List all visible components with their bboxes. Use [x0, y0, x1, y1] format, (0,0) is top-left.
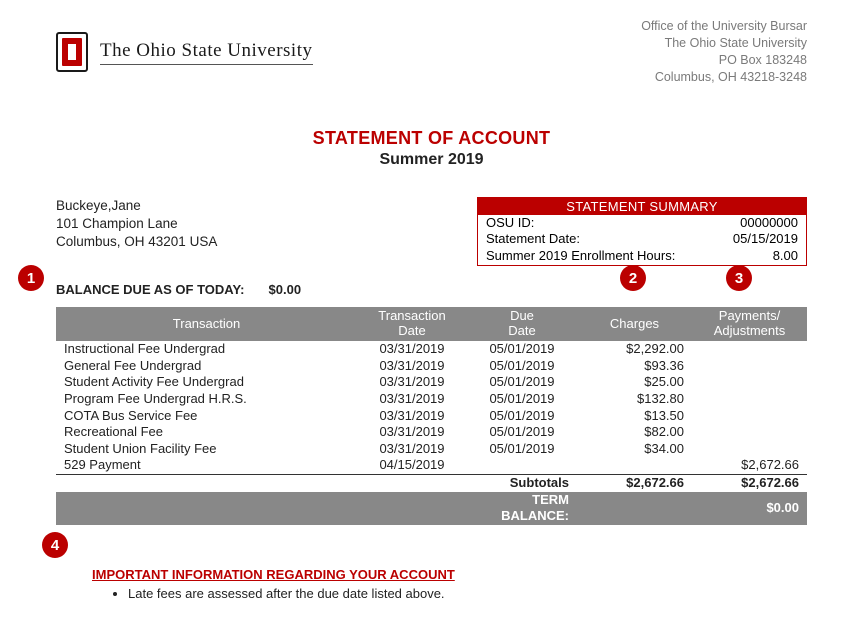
cell-payment	[692, 391, 807, 408]
table-row: Instructional Fee Undergrad03/31/201905/…	[56, 341, 807, 358]
table-row: General Fee Undergrad03/31/201905/01/201…	[56, 358, 807, 375]
cell-charge: $25.00	[577, 374, 692, 391]
cell-tx-date: 03/31/2019	[357, 441, 467, 458]
cell-charge: $13.50	[577, 408, 692, 425]
table-row: Program Fee Undergrad H.R.S.03/31/201905…	[56, 391, 807, 408]
important-item: Late fees are assessed after the due dat…	[128, 586, 807, 601]
col-payments: Payments/Adjustments	[692, 307, 807, 341]
cell-transaction: General Fee Undergrad	[56, 358, 357, 375]
statement-summary-box: STATEMENT SUMMARY OSU ID: 00000000 State…	[477, 197, 807, 267]
col-transaction: Transaction	[56, 307, 357, 341]
cell-tx-date: 03/31/2019	[357, 424, 467, 441]
subtotals-payments: $2,672.66	[692, 475, 807, 492]
cell-transaction: Student Union Facility Fee	[56, 441, 357, 458]
cell-due-date: 05/01/2019	[467, 441, 577, 458]
cell-tx-date: 03/31/2019	[357, 341, 467, 358]
student-name: Buckeye,Jane	[56, 197, 217, 215]
cell-payment: $2,672.66	[692, 457, 807, 474]
important-title: IMPORTANT INFORMATION REGARDING YOUR ACC…	[92, 567, 807, 582]
statement-title: STATEMENT OF ACCOUNT	[56, 128, 807, 149]
cell-transaction: Program Fee Undergrad H.R.S.	[56, 391, 357, 408]
osu-logo-icon	[56, 32, 88, 72]
subtotals-label: Subtotals	[467, 475, 577, 492]
cell-due-date: 05/01/2019	[467, 374, 577, 391]
cell-due-date: 05/01/2019	[467, 424, 577, 441]
cell-charge: $82.00	[577, 424, 692, 441]
university-logo-block: The Ohio State University	[56, 32, 313, 72]
table-row: Recreational Fee03/31/201905/01/2019$82.…	[56, 424, 807, 441]
cell-charge: $93.36	[577, 358, 692, 375]
cell-transaction: Student Activity Fee Undergrad	[56, 374, 357, 391]
cell-due-date	[467, 457, 577, 474]
balance-value: $0.00	[269, 282, 302, 297]
cell-transaction: Recreational Fee	[56, 424, 357, 441]
table-row: COTA Bus Service Fee03/31/201905/01/2019…	[56, 408, 807, 425]
table-row: Student Activity Fee Undergrad03/31/2019…	[56, 374, 807, 391]
summary-value: 05/15/2019	[733, 231, 798, 248]
col-charges: Charges	[577, 307, 692, 341]
cell-tx-date: 03/31/2019	[357, 358, 467, 375]
summary-header: STATEMENT SUMMARY	[478, 198, 806, 215]
cell-due-date: 05/01/2019	[467, 408, 577, 425]
cell-payment	[692, 358, 807, 375]
cell-charge: $2,292.00	[577, 341, 692, 358]
cell-payment	[692, 408, 807, 425]
summary-label: Statement Date:	[486, 231, 580, 248]
student-addr-line: 101 Champion Lane	[56, 215, 217, 233]
cell-transaction: Instructional Fee Undergrad	[56, 341, 357, 358]
cell-payment	[692, 441, 807, 458]
cell-charge: $132.80	[577, 391, 692, 408]
cell-tx-date: 03/31/2019	[357, 408, 467, 425]
subtotals-charges: $2,672.66	[577, 475, 692, 492]
cell-due-date: 05/01/2019	[467, 391, 577, 408]
transactions-table: Transaction TransactionDate DueDate Char…	[56, 307, 807, 525]
bursar-line: Office of the University Bursar	[641, 18, 807, 35]
subtotals-row: Subtotals $2,672.66 $2,672.66	[56, 475, 807, 492]
summary-value: 00000000	[740, 215, 798, 232]
cell-due-date: 05/01/2019	[467, 341, 577, 358]
cell-transaction: 529 Payment	[56, 457, 357, 474]
bursar-line: PO Box 183248	[641, 52, 807, 69]
callout-badge-1: 1	[18, 265, 44, 291]
cell-tx-date: 03/31/2019	[357, 374, 467, 391]
cell-tx-date: 04/15/2019	[357, 457, 467, 474]
bursar-address: Office of the University Bursar The Ohio…	[641, 18, 807, 86]
callout-badge-3: 3	[726, 265, 752, 291]
student-address: Buckeye,Jane 101 Champion Lane Columbus,…	[56, 197, 217, 267]
cell-payment	[692, 424, 807, 441]
summary-label: Summer 2019 Enrollment Hours:	[486, 248, 675, 265]
summary-value: 8.00	[773, 248, 798, 265]
cell-transaction: COTA Bus Service Fee	[56, 408, 357, 425]
summary-row: Summer 2019 Enrollment Hours: 8.00	[478, 248, 806, 265]
university-name: The Ohio State University	[100, 40, 313, 65]
callout-badge-4: 4	[42, 532, 68, 558]
bursar-line: The Ohio State University	[641, 35, 807, 52]
cell-payment	[692, 374, 807, 391]
callout-badge-2: 2	[620, 265, 646, 291]
cell-charge	[577, 457, 692, 474]
important-list: Late fees are assessed after the due dat…	[112, 586, 807, 601]
cell-due-date: 05/01/2019	[467, 358, 577, 375]
term-balance-label: TERM BALANCE:	[467, 492, 577, 525]
balance-label: BALANCE DUE AS OF TODAY:	[56, 282, 245, 297]
cell-payment	[692, 341, 807, 358]
summary-label: OSU ID:	[486, 215, 534, 232]
statement-term: Summer 2019	[56, 151, 807, 169]
summary-row: Statement Date: 05/15/2019	[478, 231, 806, 248]
student-addr-line: Columbus, OH 43201 USA	[56, 233, 217, 251]
table-row: Student Union Facility Fee03/31/201905/0…	[56, 441, 807, 458]
cell-tx-date: 03/31/2019	[357, 391, 467, 408]
bursar-line: Columbus, OH 43218-3248	[641, 69, 807, 86]
col-due-date: DueDate	[467, 307, 577, 341]
term-balance-row: TERM BALANCE: $0.00	[56, 492, 807, 525]
summary-row: OSU ID: 00000000	[478, 215, 806, 232]
table-row: 529 Payment04/15/2019 $2,672.66	[56, 457, 807, 474]
cell-charge: $34.00	[577, 441, 692, 458]
term-balance-value: $0.00	[692, 492, 807, 525]
col-tx-date: TransactionDate	[357, 307, 467, 341]
